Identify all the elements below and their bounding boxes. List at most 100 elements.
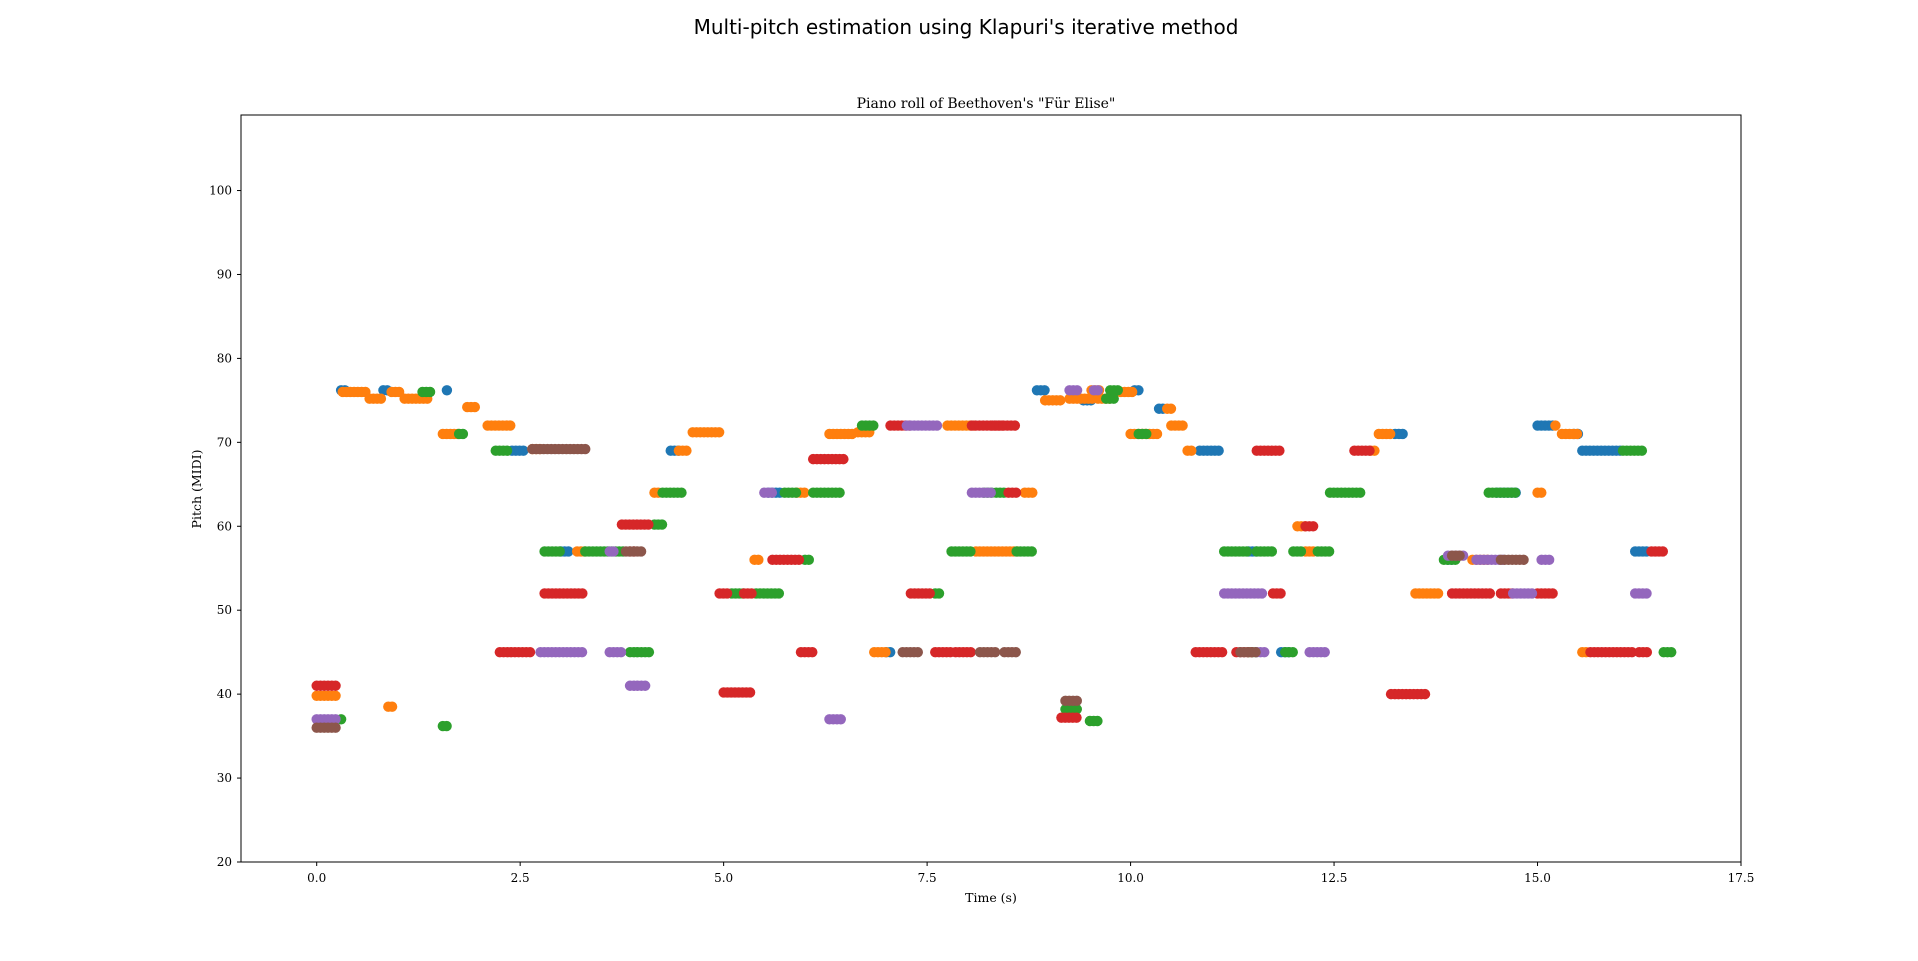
data-point <box>931 420 943 431</box>
data-point <box>608 546 619 557</box>
x-tick-label: 12.5 <box>1321 871 1348 885</box>
data-point <box>1636 445 1648 456</box>
data-point <box>1275 588 1286 599</box>
data-point <box>1009 420 1021 431</box>
data-point <box>1295 546 1307 557</box>
data-point <box>563 546 574 557</box>
data-point <box>790 487 802 498</box>
data-point <box>1571 428 1583 440</box>
data-point <box>1216 646 1228 658</box>
data-point <box>615 646 627 658</box>
x-tick-label: 0.0 <box>307 871 326 885</box>
data-point <box>505 420 516 431</box>
data-point <box>1666 646 1677 658</box>
series-2 <box>335 385 1677 732</box>
data-point <box>1010 646 1021 658</box>
data-point <box>1108 393 1119 404</box>
x-tick-label: 2.5 <box>511 871 530 885</box>
x-tick-label: 5.0 <box>714 871 733 885</box>
data-point <box>1266 546 1278 557</box>
data-point <box>1165 403 1177 414</box>
data-point <box>880 646 891 658</box>
data-points <box>311 385 1677 733</box>
data-point <box>803 554 814 566</box>
data-point <box>1151 428 1163 440</box>
data-point <box>1250 646 1261 658</box>
y-tick-label: 50 <box>217 603 232 617</box>
data-point <box>639 680 651 691</box>
data-point <box>1641 588 1652 599</box>
data-point <box>834 487 845 498</box>
data-point <box>1355 487 1366 498</box>
data-point <box>1141 428 1152 440</box>
data-point <box>524 646 536 658</box>
data-point <box>965 646 976 658</box>
data-point <box>501 445 513 456</box>
data-point <box>469 401 481 413</box>
data-point <box>1259 646 1270 658</box>
data-point <box>643 646 655 658</box>
data-point <box>1177 420 1188 431</box>
data-point <box>1241 546 1253 557</box>
data-point <box>985 487 996 498</box>
data-point <box>1397 428 1408 440</box>
data-point <box>1509 487 1521 498</box>
data-point <box>1323 546 1335 557</box>
data-point <box>1287 646 1298 658</box>
data-point <box>1010 487 1022 498</box>
data-point <box>1536 487 1547 498</box>
series-5 <box>311 443 1529 733</box>
x-tick-label: 7.5 <box>918 871 937 885</box>
data-point <box>330 714 341 725</box>
data-point <box>1641 646 1653 658</box>
data-point <box>835 714 846 725</box>
data-point <box>1419 688 1431 700</box>
data-point <box>1384 428 1396 440</box>
data-point <box>1071 712 1082 723</box>
data-point <box>933 588 945 599</box>
data-point <box>912 646 923 658</box>
data-point <box>1126 386 1138 398</box>
data-point <box>1547 588 1558 599</box>
y-tick-label: 100 <box>209 184 232 198</box>
data-point <box>676 487 687 498</box>
x-tick-label: 17.5 <box>1728 871 1755 885</box>
data-point <box>576 646 588 658</box>
data-point <box>793 554 805 566</box>
data-point <box>681 445 692 456</box>
data-point <box>1071 704 1083 715</box>
y-tick-label: 80 <box>217 351 232 365</box>
x-tick-label: 15.0 <box>1524 871 1551 885</box>
y-axis-label: Pitch (MIDI) <box>189 450 204 529</box>
data-point <box>1657 546 1669 557</box>
data-point <box>1071 385 1083 396</box>
figure-suptitle: Multi-pitch estimation using Klapuri's i… <box>694 15 1239 39</box>
chart-title: Piano roll of Beethoven's "Für Elise" <box>857 96 1116 112</box>
data-point <box>807 646 818 658</box>
data-point <box>766 487 778 498</box>
data-point <box>1026 546 1037 557</box>
data-point <box>1550 420 1561 431</box>
data-point <box>580 443 591 455</box>
data-point <box>773 588 785 599</box>
data-point <box>643 519 654 530</box>
data-point <box>457 428 469 440</box>
data-point <box>744 687 756 698</box>
data-point <box>1186 445 1197 456</box>
data-point <box>1454 550 1465 561</box>
data-point <box>1256 588 1268 599</box>
data-point <box>386 701 398 712</box>
data-point <box>753 554 764 566</box>
y-tick-label: 20 <box>217 855 232 869</box>
data-point <box>330 690 341 702</box>
data-point <box>1092 385 1103 396</box>
data-point <box>1543 554 1555 566</box>
data-point <box>1071 695 1083 707</box>
data-point <box>441 385 453 396</box>
data-point <box>577 588 588 599</box>
y-tick-label: 60 <box>217 519 232 533</box>
data-point <box>1092 715 1103 727</box>
data-point <box>441 720 452 732</box>
data-point <box>1626 646 1638 658</box>
data-point <box>375 393 387 404</box>
